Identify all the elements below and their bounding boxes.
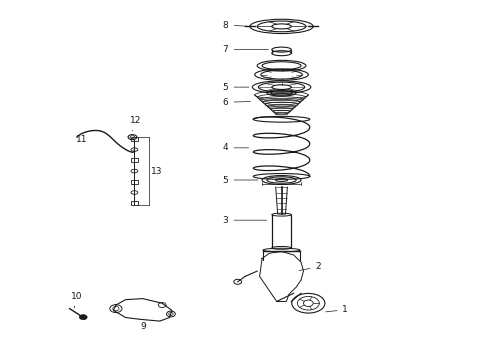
Text: 8: 8 <box>222 21 228 30</box>
Text: 2: 2 <box>299 262 321 271</box>
Text: 1: 1 <box>326 305 348 314</box>
Text: 11: 11 <box>76 135 88 144</box>
Ellipse shape <box>79 315 87 320</box>
Text: 3: 3 <box>222 216 228 225</box>
Text: 5: 5 <box>222 176 228 185</box>
Text: 13: 13 <box>150 167 162 176</box>
Text: 9: 9 <box>140 322 146 331</box>
Text: 10: 10 <box>71 292 82 308</box>
Text: 5: 5 <box>222 83 228 92</box>
Text: 7: 7 <box>222 45 228 54</box>
Text: 4: 4 <box>222 143 228 152</box>
Text: 12: 12 <box>129 116 141 131</box>
Text: 6: 6 <box>222 98 228 107</box>
